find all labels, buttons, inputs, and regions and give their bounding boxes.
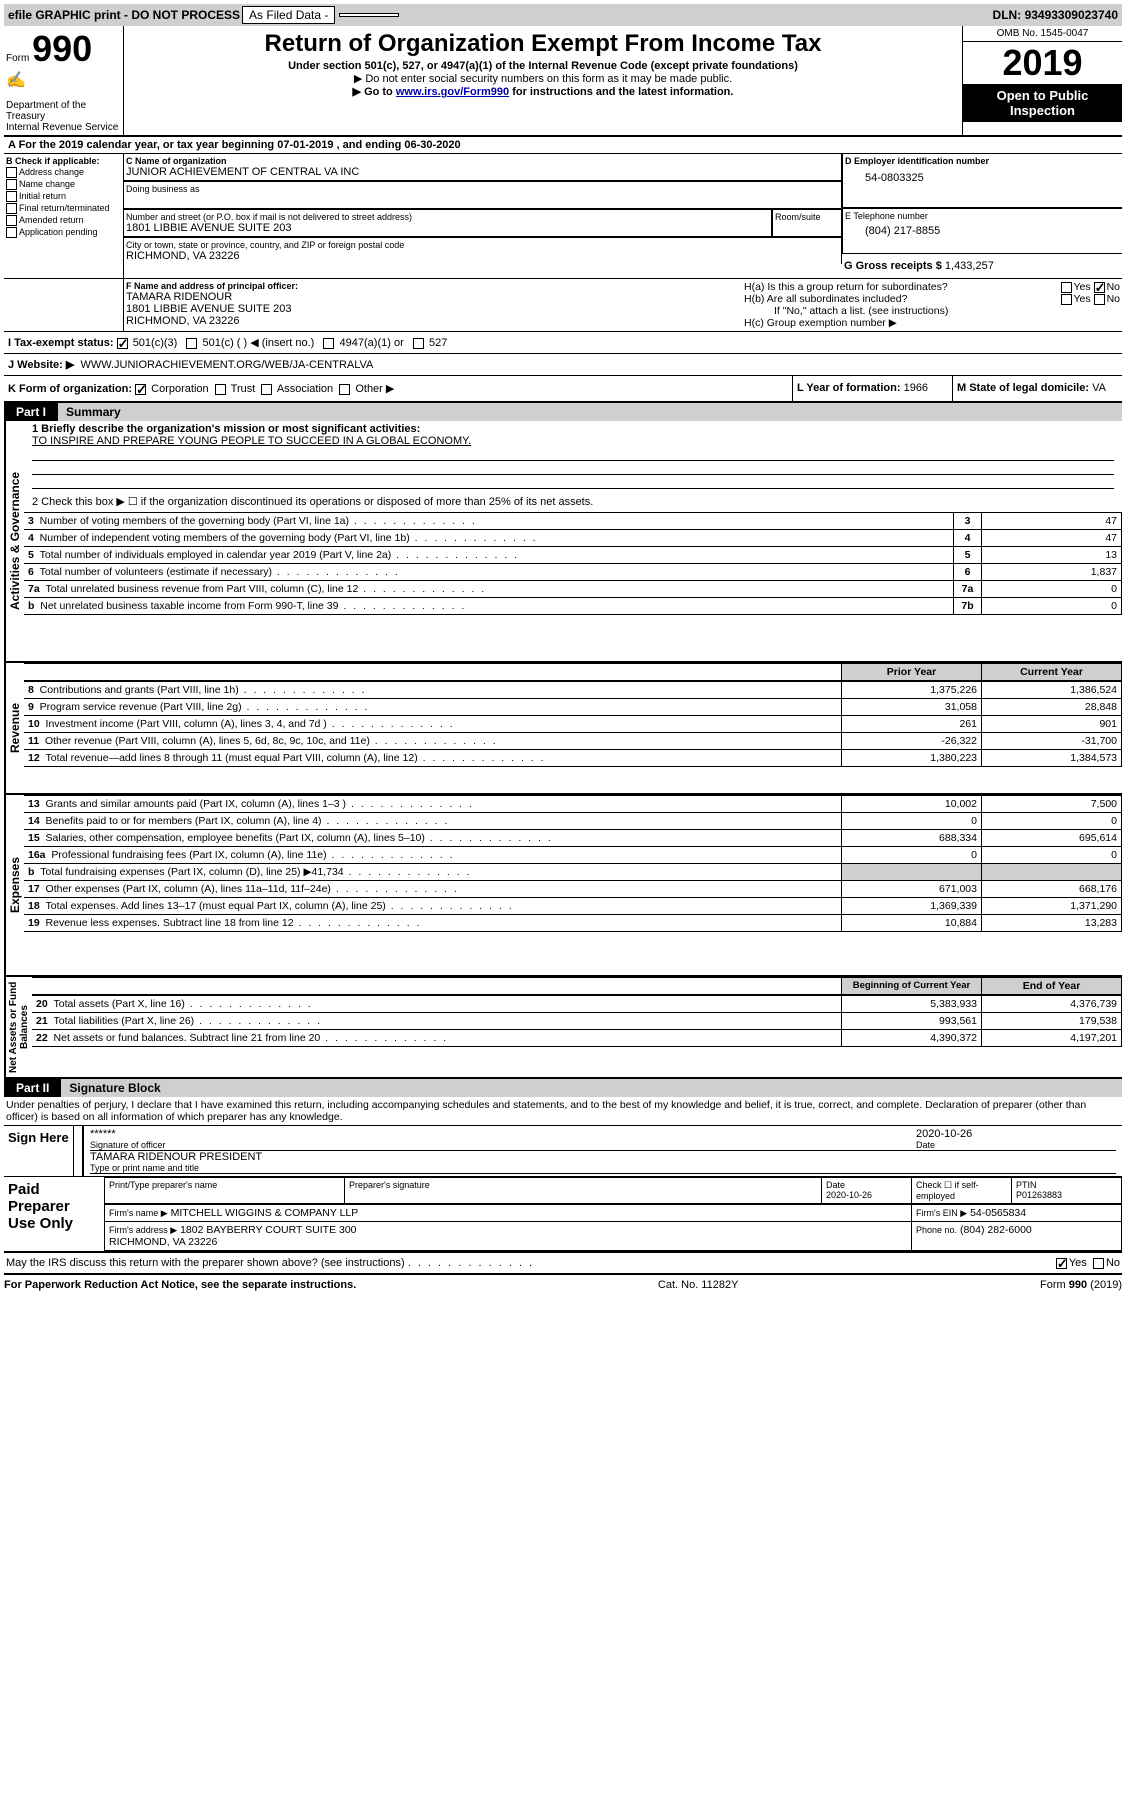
summary-row: 7a Total unrelated business revenue from…	[24, 581, 1122, 598]
irs-link[interactable]: www.irs.gov/Form990	[396, 86, 509, 98]
cb-association[interactable]	[261, 384, 272, 395]
form-word: Form	[6, 53, 29, 64]
cb-final-return[interactable]	[6, 203, 17, 214]
side-revenue: Revenue	[4, 663, 24, 793]
as-filed-box: As Filed Data -	[242, 6, 335, 24]
summary-row: 21 Total liabilities (Part X, line 26) 9…	[32, 1013, 1122, 1030]
summary-row: 17 Other expenses (Part IX, column (A), …	[24, 881, 1122, 898]
summary-row: 15 Salaries, other compensation, employe…	[24, 830, 1122, 847]
form-header: Form 990 ✍ Department of the Treasury In…	[4, 26, 1122, 137]
discuss-row: May the IRS discuss this return with the…	[4, 1253, 1122, 1275]
header-left: Form 990 ✍ Department of the Treasury In…	[4, 26, 124, 135]
cb-corporation[interactable]	[135, 384, 146, 395]
cb-name-change[interactable]	[6, 179, 17, 190]
form-title: Return of Organization Exempt From Incom…	[128, 30, 958, 58]
box-h: H(a) Is this a group return for subordin…	[742, 279, 1122, 331]
line-2: 2 Check this box ▶ ☐ if the organization…	[24, 491, 1122, 512]
expenses-block: Expenses 13 Grants and similar amounts p…	[4, 793, 1122, 975]
phone: (804) 217-8855	[845, 221, 1120, 241]
subtitle-2: ▶ Do not enter social security numbers o…	[126, 72, 960, 85]
perjury-statement: Under penalties of perjury, I declare th…	[4, 1097, 1122, 1126]
summary-row: b Total fundraising expenses (Part IX, c…	[24, 864, 1122, 881]
side-expenses: Expenses	[4, 795, 24, 975]
sign-here-block: Sign Here ****** Signature of officer 20…	[4, 1126, 1122, 1177]
department: Department of the Treasury Internal Reve…	[6, 100, 121, 133]
subtitle-3: ▶ Go to www.irs.gov/Form990 for instruct…	[126, 85, 960, 98]
summary-row: 16a Professional fundraising fees (Part …	[24, 847, 1122, 864]
street-address: 1801 LIBBIE AVENUE SUITE 203	[126, 222, 769, 234]
open-to-public: Open to Public Inspection	[963, 84, 1122, 122]
form-number: 990	[32, 28, 92, 69]
box-c: C Name of organization JUNIOR ACHIEVEMEN…	[124, 154, 842, 278]
summary-row: 6 Total number of volunteers (estimate i…	[24, 564, 1122, 581]
fh-block: F Name and address of principal officer:…	[4, 279, 1122, 332]
top-bar: efile GRAPHIC print - DO NOT PROCESS As …	[4, 4, 1122, 26]
gross-receipts: 1,433,257	[945, 260, 994, 272]
entity-block: B Check if applicable: Address change Na…	[4, 154, 1122, 279]
subtitle-1: Under section 501(c), 527, or 4947(a)(1)…	[126, 60, 960, 72]
efile-label: efile GRAPHIC print - DO NOT PROCESS	[8, 8, 240, 22]
ein: 54-0803325	[845, 166, 1120, 190]
cb-4947[interactable]	[323, 338, 334, 349]
summary-row: 9 Program service revenue (Part VIII, li…	[24, 699, 1122, 716]
tax-year: 2019	[963, 42, 1122, 84]
preparer-block: Paid Preparer Use Only Print/Type prepar…	[4, 1177, 1122, 1253]
cb-hb-yes[interactable]	[1061, 294, 1072, 305]
footer: For Paperwork Reduction Act Notice, see …	[4, 1275, 1122, 1291]
summary-row: 22 Net assets or fund balances. Subtract…	[32, 1030, 1122, 1047]
cb-discuss-yes[interactable]	[1056, 1258, 1067, 1269]
summary-row: 14 Benefits paid to or for members (Part…	[24, 813, 1122, 830]
cb-trust[interactable]	[215, 384, 226, 395]
summary-body: Activities & Governance 1 Briefly descri…	[4, 421, 1122, 661]
revenue-block: Revenue Prior Year Current Year 8 Contri…	[4, 661, 1122, 793]
cb-discuss-no[interactable]	[1093, 1258, 1104, 1269]
mission-text: TO INSPIRE AND PREPARE YOUNG PEOPLE TO S…	[32, 435, 1114, 447]
header-center: Return of Organization Exempt From Incom…	[124, 26, 962, 135]
cb-ha-no[interactable]	[1094, 282, 1105, 293]
summary-row: b Net unrelated business taxable income …	[24, 598, 1122, 615]
part-1-header: Part I Summary	[4, 403, 1122, 421]
summary-row: 18 Total expenses. Add lines 13–17 (must…	[24, 898, 1122, 915]
summary-row: 4 Number of independent voting members o…	[24, 530, 1122, 547]
netassets-block: Net Assets or Fund Balances Beginning of…	[4, 975, 1122, 1079]
officer-name: TAMARA RIDENOUR PRESIDENT	[90, 1151, 1116, 1163]
dln: DLN: 93493309023740	[993, 8, 1118, 22]
row-klm: K Form of organization: Corporation Trus…	[4, 376, 1122, 403]
cb-initial-return[interactable]	[6, 191, 17, 202]
box-f: F Name and address of principal officer:…	[124, 279, 742, 331]
summary-row: 13 Grants and similar amounts paid (Part…	[24, 796, 1122, 813]
cb-501c3[interactable]	[117, 338, 128, 349]
summary-row: 19 Revenue less expenses. Subtract line …	[24, 915, 1122, 932]
website: WWW.JUNIORACHIEVEMENT.ORG/WEB/JA-CENTRAL…	[80, 359, 373, 371]
row-i: I Tax-exempt status: 501(c)(3) 501(c) ( …	[4, 332, 1122, 354]
box-b: B Check if applicable: Address change Na…	[4, 154, 124, 278]
summary-row: 5 Total number of individuals employed i…	[24, 547, 1122, 564]
row-j: J Website: ▶ WWW.JUNIORACHIEVEMENT.ORG/W…	[4, 354, 1122, 376]
row-a: A For the 2019 calendar year, or tax yea…	[4, 137, 1122, 154]
cb-other[interactable]	[339, 384, 350, 395]
summary-row: 11 Other revenue (Part VIII, column (A),…	[24, 733, 1122, 750]
cb-527[interactable]	[413, 338, 424, 349]
cb-501c[interactable]	[186, 338, 197, 349]
cb-amended[interactable]	[6, 215, 17, 226]
org-name: JUNIOR ACHIEVEMENT OF CENTRAL VA INC	[126, 166, 839, 178]
cb-app-pending[interactable]	[6, 227, 17, 238]
part-2-header: Part II Signature Block	[4, 1079, 1122, 1097]
cb-hb-no[interactable]	[1094, 294, 1105, 305]
omb-number: OMB No. 1545-0047	[963, 26, 1122, 42]
summary-row: 20 Total assets (Part X, line 16) 5,383,…	[32, 996, 1122, 1013]
city-state-zip: RICHMOND, VA 23226	[126, 250, 839, 262]
summary-row: 8 Contributions and grants (Part VIII, l…	[24, 682, 1122, 699]
side-governance: Activities & Governance	[4, 421, 24, 661]
summary-row: 3 Number of voting members of the govern…	[24, 513, 1122, 530]
summary-row: 10 Investment income (Part VIII, column …	[24, 716, 1122, 733]
box-deg: D Employer identification number 54-0803…	[842, 154, 1122, 278]
cb-ha-yes[interactable]	[1061, 282, 1072, 293]
header-right: OMB No. 1545-0047 2019 Open to Public In…	[962, 26, 1122, 135]
summary-row: 12 Total revenue—add lines 8 through 11 …	[24, 750, 1122, 767]
cb-address-change[interactable]	[6, 167, 17, 178]
blank-box	[339, 13, 399, 17]
side-netassets: Net Assets or Fund Balances	[4, 977, 32, 1077]
